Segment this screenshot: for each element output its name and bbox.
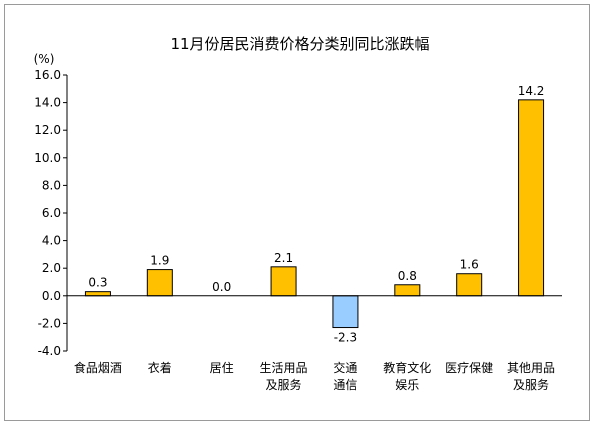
chart-title: 11月份居民消费价格分类别同比涨跌幅 <box>170 35 429 53</box>
y-tick-label: -4.0 <box>38 344 61 358</box>
bar <box>332 295 359 329</box>
category-label: 教育文化 <box>383 360 431 375</box>
y-tick-label: 6.0 <box>42 206 61 220</box>
data-label: 2.1 <box>274 251 293 265</box>
category-label: 医疗保健 <box>445 361 493 375</box>
y-axis-unit: (%) <box>34 52 55 66</box>
bar <box>146 269 173 297</box>
y-tick-label: 12.0 <box>34 123 61 137</box>
category-label: 及服务 <box>513 377 549 392</box>
bar <box>270 266 297 297</box>
data-label: 0.0 <box>212 280 231 294</box>
y-tick-label: 2.0 <box>42 261 61 275</box>
bar <box>394 284 421 297</box>
y-tick-label: 4.0 <box>42 234 61 248</box>
data-label: 14.2 <box>518 84 545 98</box>
y-tick-label: 0.0 <box>42 289 61 303</box>
category-label: 通信 <box>333 378 357 392</box>
y-tick-label: -2.0 <box>38 316 61 330</box>
data-label: -2.3 <box>334 331 357 345</box>
bar <box>518 99 545 297</box>
category-label: 交通 <box>333 360 357 375</box>
bar <box>456 273 483 297</box>
category-label: 生活用品 <box>260 361 308 375</box>
data-label: 0.3 <box>88 276 107 290</box>
category-label: 及服务 <box>266 377 302 392</box>
chart-frame <box>4 4 590 421</box>
category-label: 其他用品 <box>507 361 555 375</box>
y-tick-label: 14.0 <box>34 96 61 110</box>
data-label: 1.6 <box>460 258 479 272</box>
data-label: 1.9 <box>150 254 169 268</box>
y-tick-label: 16.0 <box>34 68 61 82</box>
category-label: 居住 <box>210 361 234 375</box>
category-label: 食品烟酒 <box>74 360 122 375</box>
category-label: 衣着 <box>148 360 172 375</box>
y-tick-label: 10.0 <box>34 151 61 165</box>
category-label: 娱乐 <box>395 378 419 392</box>
y-tick-label: 8.0 <box>42 178 61 192</box>
bar <box>84 291 111 297</box>
data-label: 0.8 <box>398 269 417 283</box>
